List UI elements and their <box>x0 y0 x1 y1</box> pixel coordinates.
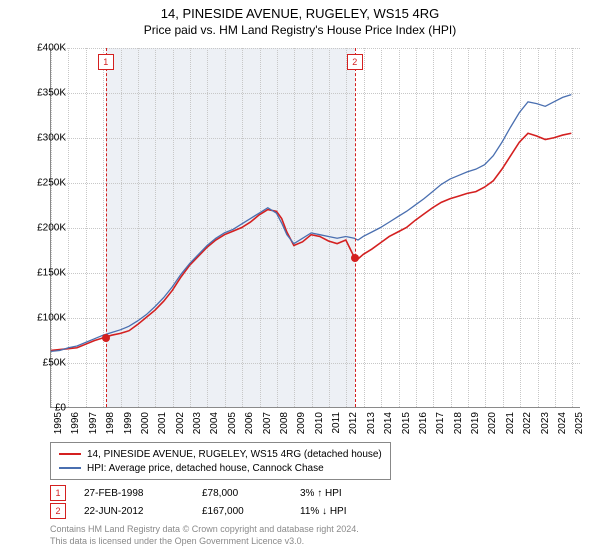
event-date: 22-JUN-2012 <box>84 506 184 517</box>
x-axis-label: 1997 <box>88 412 99 434</box>
x-axis-label: 2008 <box>279 412 290 434</box>
x-axis-label: 1999 <box>123 412 134 434</box>
event-price: £167,000 <box>202 506 282 517</box>
event-date: 27-FEB-1998 <box>84 488 184 499</box>
legend-item: 14, PINESIDE AVENUE, RUGELEY, WS15 4RG (… <box>59 447 382 461</box>
chart-plot-area: 12 <box>50 48 580 408</box>
events-table: 1 27-FEB-1998 £78,000 3% ↑ HPI 2 22-JUN-… <box>50 484 410 520</box>
title-block: 14, PINESIDE AVENUE, RUGELEY, WS15 4RG P… <box>0 0 600 37</box>
event-row: 1 27-FEB-1998 £78,000 3% ↑ HPI <box>50 484 410 502</box>
x-axis-label: 2000 <box>140 412 151 434</box>
legend-label: HPI: Average price, detached house, Cann… <box>87 463 324 474</box>
x-axis-label: 2016 <box>418 412 429 434</box>
legend-swatch <box>59 453 81 455</box>
event-line <box>355 48 356 407</box>
y-axis-label: £100K <box>37 313 66 324</box>
event-row: 2 22-JUN-2012 £167,000 11% ↓ HPI <box>50 502 410 520</box>
x-axis-label: 2021 <box>505 412 516 434</box>
footer: Contains HM Land Registry data © Crown c… <box>50 524 359 547</box>
legend-item: HPI: Average price, detached house, Cann… <box>59 461 382 475</box>
y-axis-label: £400K <box>37 43 66 54</box>
x-axis-label: 2020 <box>487 412 498 434</box>
event-marker: 2 <box>347 54 363 70</box>
event-line <box>106 48 107 407</box>
event-price: £78,000 <box>202 488 282 499</box>
chart-subtitle: Price paid vs. HM Land Registry's House … <box>0 23 600 37</box>
x-axis-label: 2023 <box>540 412 551 434</box>
x-axis-label: 2015 <box>401 412 412 434</box>
footer-line: This data is licensed under the Open Gov… <box>50 536 359 548</box>
y-axis-label: £300K <box>37 133 66 144</box>
x-axis-label: 1995 <box>53 412 64 434</box>
x-axis-label: 2013 <box>366 412 377 434</box>
event-dot <box>351 254 359 262</box>
y-axis-label: £50K <box>43 358 66 369</box>
x-axis-label: 2006 <box>244 412 255 434</box>
event-badge: 2 <box>50 503 66 519</box>
y-axis-label: £150K <box>37 268 66 279</box>
x-axis-label: 2009 <box>296 412 307 434</box>
event-pct: 11% ↓ HPI <box>300 506 410 517</box>
x-axis-label: 2002 <box>175 412 186 434</box>
chart-lines-svg <box>51 48 580 407</box>
series-line <box>51 95 571 352</box>
legend-swatch <box>59 467 81 469</box>
footer-line: Contains HM Land Registry data © Crown c… <box>50 524 359 536</box>
x-axis-label: 1998 <box>105 412 116 434</box>
legend-label: 14, PINESIDE AVENUE, RUGELEY, WS15 4RG (… <box>87 449 382 460</box>
x-axis-label: 2007 <box>262 412 273 434</box>
chart-title: 14, PINESIDE AVENUE, RUGELEY, WS15 4RG <box>0 6 600 21</box>
x-axis-label: 2004 <box>209 412 220 434</box>
x-axis-label: 2022 <box>522 412 533 434</box>
x-axis-label: 2017 <box>435 412 446 434</box>
x-axis-label: 2025 <box>574 412 585 434</box>
y-axis-label: £250K <box>37 178 66 189</box>
x-axis-label: 2014 <box>383 412 394 434</box>
event-badge: 1 <box>50 485 66 501</box>
legend: 14, PINESIDE AVENUE, RUGELEY, WS15 4RG (… <box>50 442 391 480</box>
x-axis-label: 2011 <box>331 412 342 434</box>
x-axis-label: 2005 <box>227 412 238 434</box>
x-axis-label: 2010 <box>314 412 325 434</box>
y-axis-label: £200K <box>37 223 66 234</box>
event-marker: 1 <box>98 54 114 70</box>
event-dot <box>102 334 110 342</box>
y-axis-label: £350K <box>37 88 66 99</box>
x-axis-label: 2019 <box>470 412 481 434</box>
series-line <box>51 133 571 350</box>
chart-container: 14, PINESIDE AVENUE, RUGELEY, WS15 4RG P… <box>0 0 600 560</box>
x-axis-label: 2024 <box>557 412 568 434</box>
x-axis-label: 2018 <box>453 412 464 434</box>
x-axis-label: 1996 <box>70 412 81 434</box>
x-axis-label: 2012 <box>348 412 359 434</box>
event-pct: 3% ↑ HPI <box>300 488 410 499</box>
x-axis-label: 2001 <box>157 412 168 434</box>
x-axis-label: 2003 <box>192 412 203 434</box>
